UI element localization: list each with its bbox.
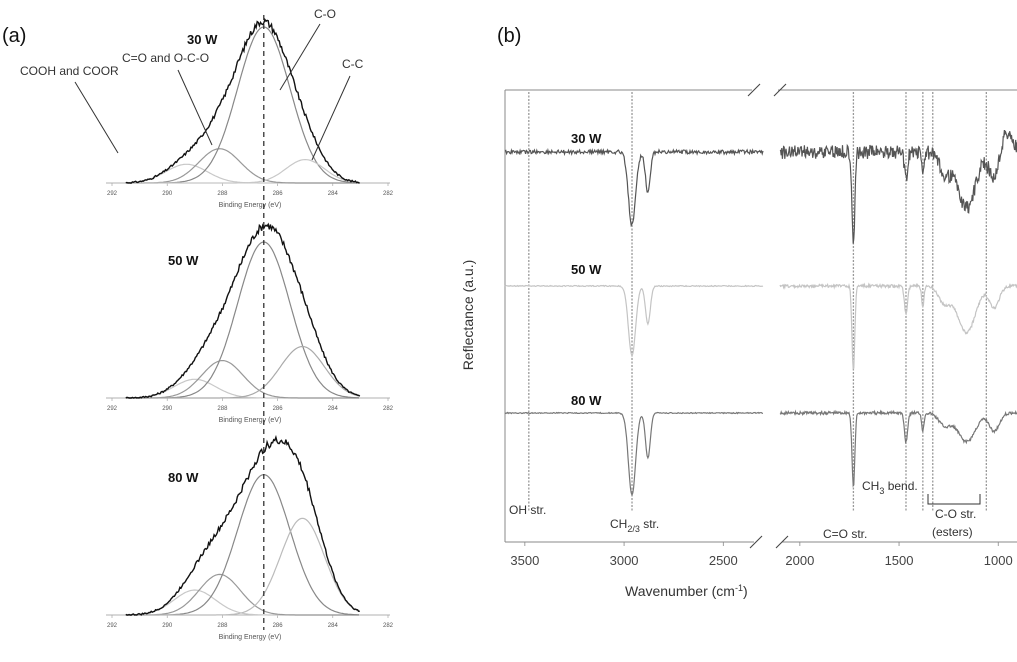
axis-break-mark <box>749 535 763 549</box>
ftir-spectrum-left <box>504 147 764 228</box>
xps-tick-label: 286 <box>273 623 284 629</box>
annotation-c-o-pointer <box>279 23 321 91</box>
ftir-series-label: 50 W <box>571 262 602 277</box>
xps-component-peak <box>125 573 359 616</box>
ftir-spectrum-right <box>779 409 1017 488</box>
annotation-ch3-bend: CH3 bend. <box>862 479 918 496</box>
xps-x-axis-label: Binding Energy (eV) <box>219 202 282 209</box>
xps-power-label: 50 W <box>168 253 199 268</box>
xps-tick-label: 284 <box>328 406 339 412</box>
ftir-tick-label: 1000 <box>984 553 1013 568</box>
ftir-tick-label: 3000 <box>610 553 639 568</box>
xps-component-peak <box>125 378 359 399</box>
axis-break-mark <box>747 83 761 97</box>
xps-subplot: 292 290 288 286 284 282 Binding Energy (eV) 80 … <box>106 434 394 641</box>
ftir-series-label: 30 W <box>571 131 602 146</box>
annotation-esters: (esters) <box>932 525 973 539</box>
xps-tick-label: 286 <box>273 406 284 412</box>
ftir-x-axis-label: Wavenumber (cm-1) <box>625 583 748 599</box>
xps-tick-label: 288 <box>217 406 228 412</box>
xps-tick-label: 290 <box>162 191 173 197</box>
ftir-spectrum-right <box>779 282 1017 371</box>
axis-break-mark <box>775 535 789 549</box>
xps-panel: 292 290 288 286 284 282 Binding Energy (eV) 30 … <box>106 15 394 641</box>
xps-tick-label: 292 <box>107 623 118 629</box>
panel-b-label: (b) <box>497 25 521 47</box>
ftir-panel: 3500 3000 2500 2000 1500 1000 30 W 50 W 80 W <box>504 83 1017 568</box>
annotation-c-o: C-O <box>314 7 336 21</box>
xps-power-label: 80 W <box>168 470 199 485</box>
xps-tick-label: 286 <box>273 191 284 197</box>
annotation-co-str: C-O str. <box>935 507 976 521</box>
xps-tick-label: 290 <box>162 406 173 412</box>
ftir-series-label: 80 W <box>571 393 602 408</box>
xps-subplot: 292 290 288 286 284 282 Binding Energy (eV) 50 … <box>106 222 394 424</box>
xps-tick-label: 290 <box>162 623 173 629</box>
xps-component-peak <box>125 148 359 184</box>
ftir-spectrum-left <box>504 411 763 497</box>
xps-subplot: 292 290 288 286 284 282 Binding Energy (eV) 30 … <box>106 18 394 209</box>
ftir-tick-label: 3500 <box>510 553 539 568</box>
xps-tick-label: 282 <box>383 623 394 629</box>
xps-power-label: 30 W <box>187 32 218 47</box>
ftir-y-axis-label: Reflectance (a.u.) <box>460 260 476 371</box>
xps-x-axis-label: Binding Energy (eV) <box>219 634 282 641</box>
xps-tick-label: 288 <box>217 191 228 197</box>
co-ester-bracket <box>927 494 981 505</box>
xps-tick-label: 282 <box>383 406 394 412</box>
annotation-cooh-coor: COOH and COOR <box>20 64 119 78</box>
xps-envelope-curve <box>125 18 360 184</box>
ftir-spectrum-right <box>779 129 1017 244</box>
ftir-tick-label: 2500 <box>709 553 738 568</box>
xps-tick-label: 284 <box>328 191 339 197</box>
annotation-co-oco: C=O and O-C-O <box>122 51 209 65</box>
annotation-co-oco-pointer <box>177 69 213 146</box>
xps-tick-label: 288 <box>217 623 228 629</box>
xps-tick-label: 292 <box>107 191 118 197</box>
xps-tick-label: 282 <box>383 191 394 197</box>
ftir-spectrum-left <box>504 284 764 358</box>
annotation-cooh-pointer <box>74 81 119 154</box>
xps-component-peak <box>125 345 360 399</box>
xps-tick-label: 284 <box>328 623 339 629</box>
xps-tick-label: 292 <box>107 406 118 412</box>
ftir-tick-label: 2000 <box>785 553 814 568</box>
xps-x-axis-label: Binding Energy (eV) <box>219 417 282 424</box>
annotation-co-double-str: C=O str. <box>823 527 867 541</box>
xps-envelope-curve <box>125 434 360 616</box>
xps-component-peak <box>125 517 360 616</box>
ftir-tick-label: 1500 <box>885 553 914 568</box>
panel-a-label: (a) <box>2 25 26 47</box>
xps-envelope-curve <box>125 222 361 399</box>
annotation-c-c: C-C <box>342 57 364 71</box>
annotation-ch23-str: CH2/3 str. <box>610 517 659 534</box>
annotation-c-c-pointer <box>311 75 351 161</box>
xps-component-peak <box>125 360 359 399</box>
axis-break-mark <box>773 83 787 97</box>
annotation-oh-str: OH str. <box>509 503 546 517</box>
xps-component-peak <box>125 158 360 184</box>
